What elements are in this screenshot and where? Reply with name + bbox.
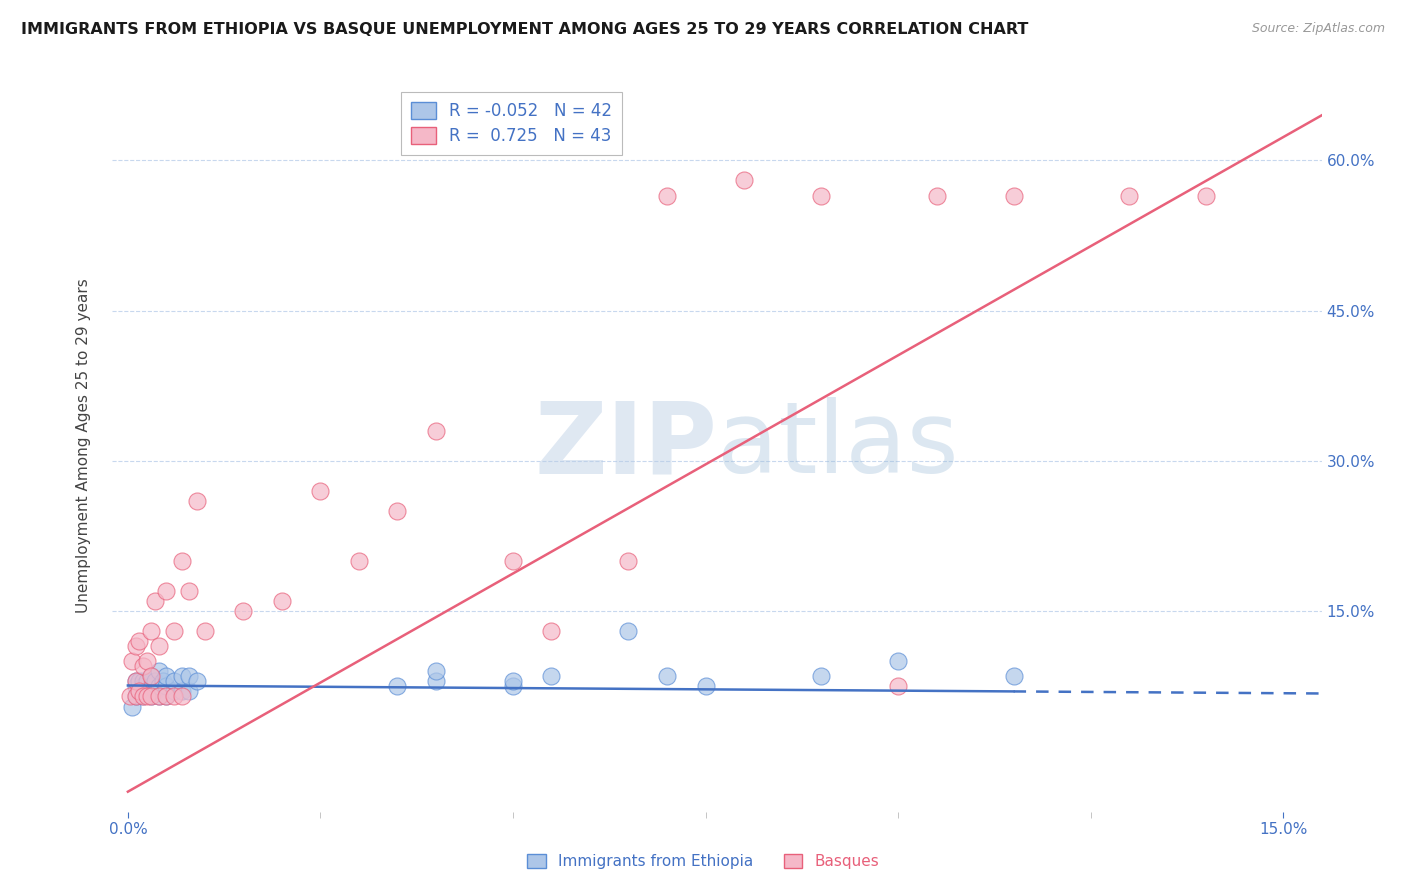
Point: [347, 554, 370, 568]
Point: [132, 680, 155, 694]
Point: [148, 680, 170, 694]
Point: [143, 674, 166, 689]
Point: [309, 484, 332, 499]
Point: [617, 554, 640, 568]
Point: [132, 674, 155, 689]
Point: [1002, 188, 1025, 202]
Point: [152, 674, 174, 689]
Point: [810, 669, 832, 683]
Point: [132, 659, 155, 673]
Point: [271, 594, 294, 608]
Point: [232, 604, 254, 618]
Point: [925, 188, 948, 202]
Point: [179, 584, 201, 599]
Text: Source: ZipAtlas.com: Source: ZipAtlas.com: [1251, 22, 1385, 36]
Point: [121, 655, 143, 669]
Point: [128, 684, 150, 698]
Point: [170, 690, 193, 704]
Point: [128, 634, 150, 648]
Point: [163, 684, 186, 698]
Point: [148, 690, 170, 704]
Point: [655, 188, 678, 202]
Point: [124, 690, 146, 704]
Point: [887, 655, 910, 669]
Point: [810, 188, 832, 202]
Point: [121, 699, 143, 714]
Point: [387, 680, 409, 694]
Point: [695, 680, 717, 694]
Point: [124, 640, 146, 654]
Point: [139, 690, 162, 704]
Point: [540, 669, 562, 683]
Point: [124, 680, 146, 694]
Text: ZIP: ZIP: [534, 398, 717, 494]
Point: [139, 680, 162, 694]
Point: [170, 684, 193, 698]
Point: [425, 674, 447, 689]
Point: [136, 674, 159, 689]
Point: [124, 674, 146, 689]
Point: [139, 624, 162, 639]
Point: [194, 624, 217, 639]
Point: [163, 690, 186, 704]
Y-axis label: Unemployment Among Ages 25 to 29 years: Unemployment Among Ages 25 to 29 years: [76, 278, 91, 614]
Text: IMMIGRANTS FROM ETHIOPIA VS BASQUE UNEMPLOYMENT AMONG AGES 25 TO 29 YEARS CORREL: IMMIGRANTS FROM ETHIOPIA VS BASQUE UNEMP…: [21, 22, 1028, 37]
Point: [139, 669, 162, 683]
Point: [655, 669, 678, 683]
Point: [502, 554, 524, 568]
Point: [136, 684, 159, 698]
Point: [170, 669, 193, 683]
Point: [128, 674, 150, 689]
Point: [502, 680, 524, 694]
Point: [617, 624, 640, 639]
Point: [132, 690, 155, 704]
Point: [733, 173, 755, 187]
Point: [887, 680, 910, 694]
Point: [136, 655, 159, 669]
Point: [155, 584, 177, 599]
Point: [139, 669, 162, 683]
Point: [179, 669, 201, 683]
Point: [148, 665, 170, 679]
Point: [139, 690, 162, 704]
Point: [1002, 669, 1025, 683]
Point: [163, 674, 186, 689]
Point: [148, 690, 170, 704]
Point: [143, 684, 166, 698]
Point: [1195, 188, 1218, 202]
Point: [148, 640, 170, 654]
Point: [387, 504, 409, 518]
Point: [136, 690, 159, 704]
Point: [425, 665, 447, 679]
Point: [120, 690, 142, 704]
Point: [186, 674, 208, 689]
Point: [170, 554, 193, 568]
Point: [124, 690, 146, 704]
Point: [179, 684, 201, 698]
Point: [132, 690, 155, 704]
Point: [425, 424, 447, 438]
Point: [155, 690, 177, 704]
Text: atlas: atlas: [717, 398, 959, 494]
Point: [155, 680, 177, 694]
Point: [155, 669, 177, 683]
Legend: R = -0.052   N = 42, R =  0.725   N = 43: R = -0.052 N = 42, R = 0.725 N = 43: [401, 92, 623, 155]
Point: [163, 624, 186, 639]
Point: [540, 624, 562, 639]
Point: [1118, 188, 1140, 202]
Point: [155, 690, 177, 704]
Point: [128, 684, 150, 698]
Point: [143, 594, 166, 608]
Point: [186, 494, 208, 508]
Point: [502, 674, 524, 689]
Legend: Immigrants from Ethiopia, Basques: Immigrants from Ethiopia, Basques: [522, 848, 884, 875]
Point: [124, 674, 146, 689]
